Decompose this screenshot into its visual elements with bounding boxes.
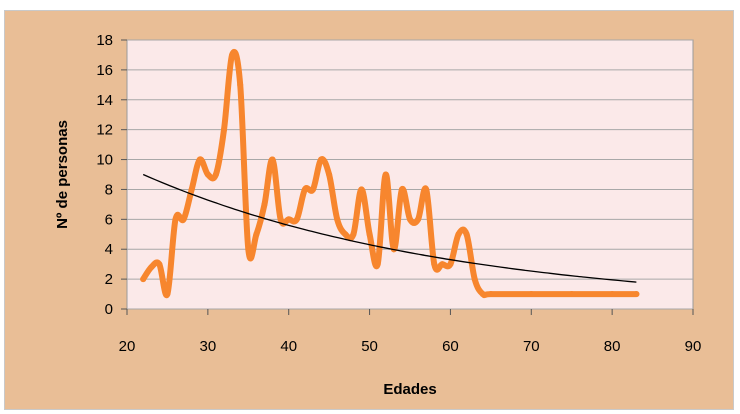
- x-axis-title: Edades: [383, 381, 436, 398]
- y-tick-label: 18: [96, 32, 113, 49]
- data-point-51: [374, 261, 381, 268]
- gridlines: [127, 39, 693, 310]
- data-point-49: [358, 186, 365, 193]
- data-point-63: [471, 276, 478, 283]
- data-point-59: [439, 261, 446, 268]
- x-axis-ticks: 20 30 40 50 60 70 80 90: [119, 309, 702, 355]
- data-point-62: [463, 231, 470, 238]
- data-point-40: [285, 216, 292, 223]
- data-point-48: [350, 231, 357, 238]
- y-tick-label: 2: [105, 271, 113, 288]
- data-point-25: [164, 291, 171, 298]
- data-point-44: [318, 156, 325, 163]
- x-tick-label: 70: [523, 338, 540, 355]
- y-tick-label: 12: [96, 122, 113, 139]
- data-point-27: [180, 216, 187, 223]
- data-point-65: [487, 291, 494, 298]
- y-tick-label: 4: [105, 241, 113, 258]
- x-tick-label: 40: [280, 338, 297, 355]
- x-tick-label: 60: [442, 338, 459, 355]
- data-point-45: [326, 171, 333, 178]
- data-point-70: [528, 291, 535, 298]
- data-point-61: [455, 231, 462, 238]
- data-point-43: [309, 186, 316, 193]
- line-chart: 0 2 4 6 8 10 12 14 16 18 20 30 40 50 60 70 80 90 Nº de p…: [54, 32, 702, 398]
- data-point-31: [212, 171, 219, 178]
- data-point-22: [140, 276, 147, 283]
- y-axis-title: Nº de personas: [54, 120, 71, 229]
- x-tick-label: 90: [685, 338, 702, 355]
- data-point-30: [204, 171, 211, 178]
- data-point-33: [229, 51, 236, 58]
- data-point-38: [269, 156, 276, 163]
- data-point-37: [261, 201, 268, 208]
- data-point-54: [398, 186, 405, 193]
- trend-line: [142, 173, 637, 283]
- y-tick-label: 6: [105, 211, 113, 228]
- data-point-35: [245, 246, 252, 253]
- data-point-60: [447, 261, 454, 268]
- data-point-58: [431, 261, 438, 268]
- y-tick-label: 0: [105, 301, 113, 318]
- data-point-26: [172, 216, 179, 223]
- data-point-41: [293, 216, 300, 223]
- data-point-50: [366, 231, 373, 238]
- data-point-47: [342, 231, 349, 238]
- data-point-42: [301, 186, 308, 193]
- data-point-46: [334, 216, 341, 223]
- y-tick-label: 16: [96, 62, 113, 79]
- data-point-80: [609, 291, 616, 298]
- x-tick-label: 20: [119, 338, 136, 355]
- data-point-28: [188, 186, 195, 193]
- data-point-55: [407, 216, 413, 223]
- y-tick-label: 10: [96, 152, 113, 169]
- data-point-75: [568, 291, 575, 298]
- data-point-36: [253, 231, 260, 238]
- chart-frame: 0 2 4 6 8 10 12 14 16 18 20 30 40 50 60 70 80 90 Nº de p…: [4, 10, 734, 410]
- data-point-52: [382, 171, 389, 178]
- series-layer: [140, 48, 640, 299]
- plot-area: [126, 39, 694, 310]
- data-point-34: [237, 81, 244, 88]
- y-tick-label: 14: [96, 92, 113, 109]
- x-tick-label: 30: [200, 338, 217, 355]
- data-point-24: [156, 261, 163, 268]
- data-point-83: [633, 291, 640, 298]
- y-tick-label: 8: [105, 181, 113, 198]
- data-point-64: [479, 291, 486, 298]
- data-point-39: [277, 216, 284, 223]
- x-tick-label: 80: [604, 338, 621, 355]
- x-tick-label: 50: [361, 338, 378, 355]
- data-point-29: [196, 156, 203, 163]
- y-axis-ticks: 0 2 4 6 8 10 12 14 16 18: [96, 32, 127, 318]
- data-point-56: [415, 216, 422, 223]
- data-point-57: [423, 186, 430, 193]
- data-point-23: [148, 264, 155, 271]
- data-point-32: [221, 126, 228, 133]
